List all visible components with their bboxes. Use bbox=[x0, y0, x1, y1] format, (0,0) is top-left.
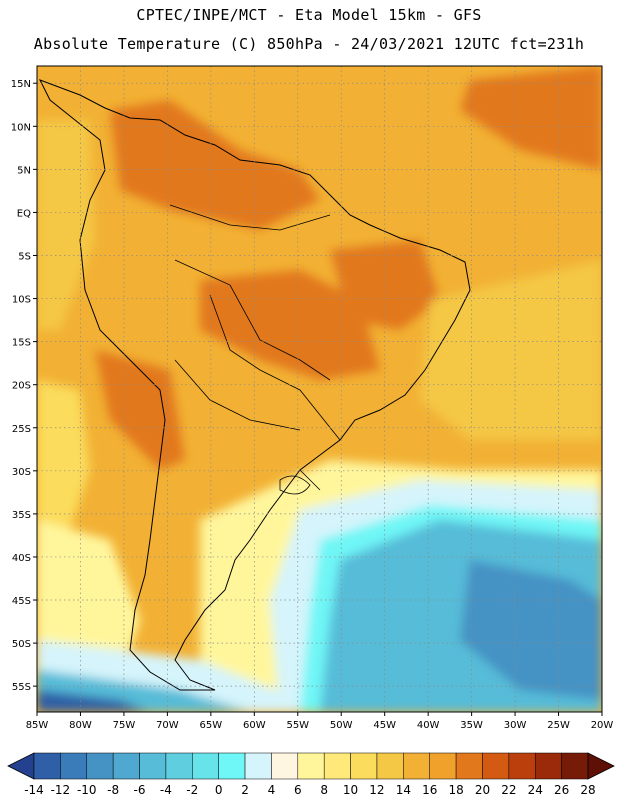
colorbar-label: -10 bbox=[77, 783, 97, 797]
lat-label: 15N bbox=[11, 79, 31, 90]
latitude-labels: 15N 10N 5N EQ 5S 10S 15S 20S 25S 30S 35S 40S 45S 50S 5… bbox=[11, 79, 31, 693]
colorbar-label: 18 bbox=[448, 783, 463, 797]
lon-label: 65W bbox=[200, 720, 223, 731]
lon-label: 25W bbox=[547, 720, 570, 731]
lat-label: 15S bbox=[12, 338, 31, 349]
colorbar-swatch bbox=[112, 752, 140, 780]
colorbar-label: 4 bbox=[268, 783, 276, 797]
colorbar-swatch bbox=[482, 752, 510, 780]
lat-label: 55S bbox=[12, 682, 31, 693]
colorbar-max-arrow bbox=[587, 752, 615, 780]
lon-label: 60W bbox=[243, 720, 266, 731]
colorbar-min-arrow bbox=[7, 752, 35, 780]
colorbar-swatch bbox=[218, 752, 246, 780]
colorbar-swatch bbox=[534, 752, 562, 780]
lat-label: 30S bbox=[12, 467, 31, 478]
colorbar-swatch bbox=[33, 752, 61, 780]
colorbar-swatch bbox=[244, 752, 272, 780]
colorbar-swatch bbox=[350, 752, 378, 780]
map-frame bbox=[36, 65, 603, 713]
lon-label: 20W bbox=[591, 720, 614, 731]
lon-label: 45W bbox=[373, 720, 396, 731]
lat-label: 10N bbox=[11, 122, 31, 133]
colorbar-swatch bbox=[323, 752, 351, 780]
colorbar-label: -6 bbox=[134, 783, 146, 797]
colorbar-label: 14 bbox=[396, 783, 411, 797]
colorbar-label: 6 bbox=[294, 783, 302, 797]
colorbar-label: 16 bbox=[422, 783, 437, 797]
colorbar-label: 28 bbox=[580, 783, 595, 797]
colorbar-label: 10 bbox=[343, 783, 358, 797]
lat-label: 50S bbox=[12, 639, 31, 650]
chart-title-line-2: Absolute Temperature (C) 850hPa - 24/03/… bbox=[33, 35, 585, 53]
colorbar-swatch bbox=[271, 752, 299, 780]
colorbar-swatch bbox=[60, 752, 88, 780]
lon-label: 85W bbox=[26, 720, 49, 731]
lon-label: 40W bbox=[417, 720, 440, 731]
longitude-labels: 85W 80W 75W 70W 65W 60W 55W 50W 45W 40W 35W 30W 25W 2… bbox=[26, 720, 614, 731]
colorbar-swatch bbox=[86, 752, 114, 780]
lat-label: 45S bbox=[12, 596, 31, 607]
lat-label: 5S bbox=[18, 251, 31, 262]
colorbar-labels: -14 -12 -10 -8 -6 -4 -2 0 2 4 6 8 10 12 14 16 18 20 22 24 26… bbox=[24, 783, 595, 797]
colorbar-label: 26 bbox=[554, 783, 569, 797]
colorbar-swatch bbox=[192, 752, 219, 780]
lat-label: 25S bbox=[12, 424, 31, 435]
lat-label: 35S bbox=[12, 510, 31, 521]
colorbar-label: -14 bbox=[24, 783, 44, 797]
colorbar-label: -8 bbox=[107, 783, 119, 797]
colorbar-label: 2 bbox=[241, 783, 249, 797]
colorbar-label: -12 bbox=[51, 783, 71, 797]
map-graticule bbox=[33, 66, 603, 716]
colorbar-swatch bbox=[429, 752, 457, 780]
colorbar-swatch bbox=[297, 752, 325, 780]
continent-outline bbox=[38, 79, 471, 691]
colorbar-label: 12 bbox=[369, 783, 384, 797]
lon-label: 50W bbox=[330, 720, 353, 731]
lon-label: 70W bbox=[156, 720, 179, 731]
lon-label: 30W bbox=[504, 720, 527, 731]
colorbar-label: -2 bbox=[186, 783, 198, 797]
colorbar-swatch bbox=[561, 752, 589, 780]
lat-label: 20S bbox=[12, 381, 31, 392]
colorbar-label: 20 bbox=[475, 783, 490, 797]
colorbar-label: -4 bbox=[160, 783, 172, 797]
colorbar-label: 8 bbox=[320, 783, 328, 797]
colorbar-label: 24 bbox=[528, 783, 543, 797]
lon-label: 80W bbox=[69, 720, 92, 731]
temperature-field bbox=[37, 66, 602, 712]
lon-label: 55W bbox=[286, 720, 309, 731]
lat-label: 40S bbox=[12, 553, 31, 564]
colorbar-label: 0 bbox=[215, 783, 223, 797]
colorbar-swatch bbox=[376, 752, 404, 780]
lon-label: 75W bbox=[113, 720, 136, 731]
colorbar-swatch bbox=[403, 752, 430, 780]
lat-label: 5N bbox=[17, 165, 31, 176]
colorbar-label: 22 bbox=[501, 783, 516, 797]
colorbar-swatch bbox=[139, 752, 167, 780]
colorbar-swatch bbox=[165, 752, 193, 780]
chart-title-line-1: CPTEC/INPE/MCT - Eta Model 15km - GFS bbox=[136, 6, 482, 24]
colorbar bbox=[7, 752, 615, 780]
colorbar-swatch bbox=[455, 752, 483, 780]
lat-label: 10S bbox=[12, 295, 31, 306]
lat-label: EQ bbox=[17, 208, 31, 219]
lon-label: 35W bbox=[460, 720, 483, 731]
colorbar-swatch bbox=[508, 752, 536, 780]
